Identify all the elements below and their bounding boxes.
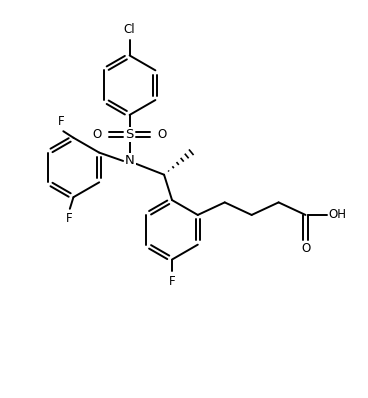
Text: F: F [169, 275, 175, 288]
Text: F: F [66, 213, 72, 225]
Text: N: N [125, 154, 135, 168]
Text: F: F [57, 115, 64, 128]
Text: O: O [92, 128, 102, 141]
Text: O: O [158, 128, 167, 141]
Text: S: S [125, 128, 134, 141]
Text: Cl: Cl [124, 23, 135, 35]
Text: OH: OH [329, 209, 347, 221]
Text: O: O [301, 242, 310, 256]
